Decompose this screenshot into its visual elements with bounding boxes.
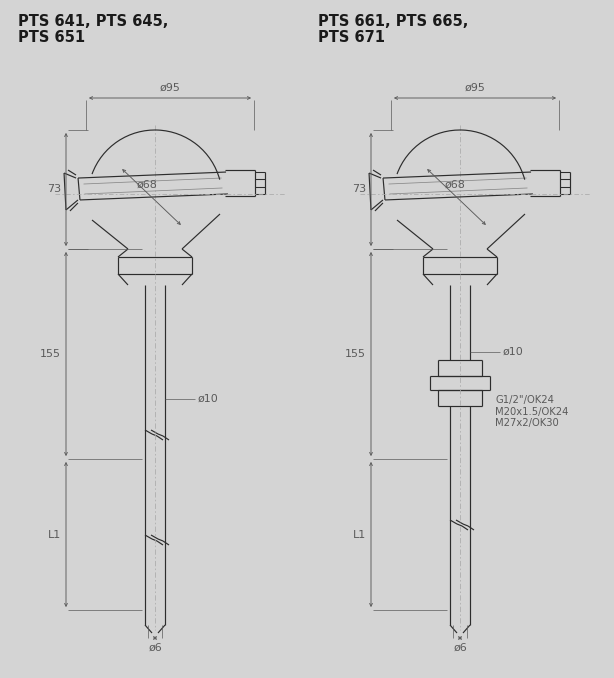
Text: ø68: ø68 [445, 180, 466, 190]
Text: ø68: ø68 [137, 180, 158, 190]
Text: PTS 661, PTS 665,: PTS 661, PTS 665, [318, 14, 468, 29]
Text: ø95: ø95 [465, 83, 486, 93]
Text: G1/2"/OK24
M20x1.5/OK24
M27x2/OK30: G1/2"/OK24 M20x1.5/OK24 M27x2/OK30 [495, 395, 569, 428]
Text: ø6: ø6 [453, 643, 467, 653]
Text: 155: 155 [40, 349, 61, 359]
Text: ø6: ø6 [148, 643, 162, 653]
Text: L1: L1 [353, 530, 366, 540]
Text: PTS 641, PTS 645,: PTS 641, PTS 645, [18, 14, 168, 29]
Text: 73: 73 [352, 184, 366, 195]
Text: ø10: ø10 [503, 347, 524, 357]
Text: ø95: ø95 [160, 83, 181, 93]
Text: 73: 73 [47, 184, 61, 195]
Text: PTS 651: PTS 651 [18, 30, 85, 45]
Text: ø10: ø10 [198, 394, 219, 404]
Text: PTS 671: PTS 671 [318, 30, 385, 45]
Text: 155: 155 [345, 349, 366, 359]
Text: L1: L1 [48, 530, 61, 540]
